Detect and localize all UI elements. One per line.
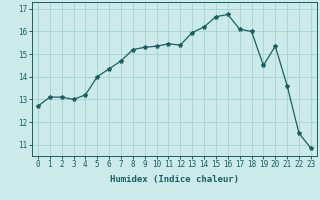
X-axis label: Humidex (Indice chaleur): Humidex (Indice chaleur) xyxy=(110,175,239,184)
